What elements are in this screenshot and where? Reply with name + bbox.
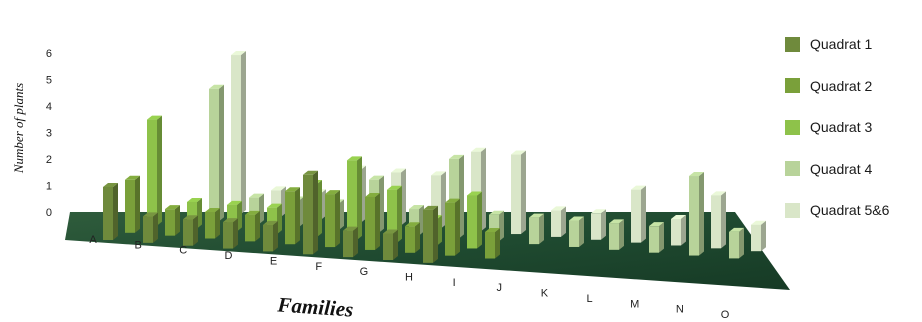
bar xyxy=(263,220,278,252)
bar xyxy=(125,175,140,233)
bar xyxy=(689,172,704,256)
bar xyxy=(267,203,282,235)
bar xyxy=(165,205,180,236)
bar xyxy=(347,156,362,240)
y-tick-label: 0 xyxy=(46,207,52,219)
bar xyxy=(431,171,446,229)
legend-item: Quadrat 1 xyxy=(785,34,889,54)
y-tick-label: 4 xyxy=(46,101,52,113)
y-tick-label: 6 xyxy=(46,48,52,60)
bar xyxy=(245,210,260,242)
bar xyxy=(551,206,566,237)
bar xyxy=(103,183,118,240)
bar xyxy=(529,213,544,245)
legend-swatch xyxy=(785,78,800,93)
bar xyxy=(187,197,202,229)
x-axis-ticks: A B C D E F G H I J K L M N O xyxy=(89,234,729,321)
bar xyxy=(511,150,526,235)
bar xyxy=(445,198,460,256)
bar xyxy=(591,209,606,240)
x-tick-label: E xyxy=(270,255,277,267)
chart-legend: Quadrat 1 Quadrat 2 Quadrat 3 Quadrat 4 Quad… xyxy=(785,34,889,242)
y-tick-label: 3 xyxy=(46,128,52,140)
legend-swatch xyxy=(785,36,800,52)
bar xyxy=(729,227,744,259)
bar xyxy=(485,228,500,259)
x-tick-label: F xyxy=(315,261,322,273)
y-tick-label: 2 xyxy=(46,154,52,166)
bar xyxy=(751,220,766,252)
legend-swatch xyxy=(785,202,800,218)
bar xyxy=(249,193,264,225)
legend-label: Quadrat 5&6 xyxy=(810,202,890,218)
x-tick-label: G xyxy=(360,266,369,278)
legend-label: Quadrat 1 xyxy=(810,36,873,52)
x-tick-label: K xyxy=(541,288,549,300)
legend-item: Quadrat 5&6 xyxy=(785,200,889,220)
bar xyxy=(303,170,318,255)
bar xyxy=(671,214,686,246)
legend-swatch xyxy=(785,161,800,176)
bar xyxy=(471,147,486,232)
bar xyxy=(231,51,246,215)
bar xyxy=(227,200,242,232)
legend-label: Quadrat 3 xyxy=(810,119,873,135)
bar xyxy=(365,192,380,250)
bar xyxy=(383,229,398,260)
legend-item: Quadrat 3 xyxy=(785,117,889,137)
bar xyxy=(631,185,646,243)
bar xyxy=(649,222,664,253)
bar xyxy=(449,154,464,239)
x-tick-label: L xyxy=(587,293,593,305)
bar xyxy=(209,84,224,222)
bar xyxy=(143,212,158,243)
bar xyxy=(489,210,504,242)
x-tick-label: N xyxy=(676,304,684,316)
legend-label: Quadrat 4 xyxy=(810,160,873,177)
x-tick-label: A xyxy=(89,234,97,246)
x-tick-label: J xyxy=(497,282,503,294)
legend-label: Quadrat 2 xyxy=(810,77,873,94)
x-tick-label: O xyxy=(721,309,730,321)
x-tick-label: B xyxy=(134,239,141,251)
x-tick-label: H xyxy=(405,272,413,284)
x-tick-label: I xyxy=(453,277,456,289)
x-axis-label: Families xyxy=(276,292,354,321)
x-tick-label: M xyxy=(630,298,639,310)
bar xyxy=(223,218,238,249)
bar xyxy=(409,205,424,236)
y-tick-label: 5 xyxy=(46,75,52,87)
bar xyxy=(609,219,624,250)
bar xyxy=(343,226,358,258)
bar xyxy=(423,205,438,263)
bar xyxy=(387,185,402,243)
legend-swatch xyxy=(785,119,800,135)
bar xyxy=(405,222,420,253)
y-axis: 0 1 2 3 4 5 6 xyxy=(46,48,52,219)
bar xyxy=(711,191,726,249)
x-tick-label: C xyxy=(179,245,187,257)
bar xyxy=(325,190,340,248)
legend-item: Quadrat 2 xyxy=(785,76,889,96)
chart-bars xyxy=(103,51,766,263)
bar xyxy=(285,187,300,245)
x-tick-label: D xyxy=(224,250,232,262)
y-tick-label: 1 xyxy=(46,181,52,193)
bar xyxy=(467,191,482,249)
legend-item: Quadrat 4 xyxy=(785,159,889,179)
bar xyxy=(205,208,220,239)
bar xyxy=(183,215,198,246)
bar xyxy=(569,216,584,247)
bar xyxy=(147,115,162,226)
bar xyxy=(271,186,286,217)
y-axis-label: Number of plants xyxy=(11,83,26,174)
